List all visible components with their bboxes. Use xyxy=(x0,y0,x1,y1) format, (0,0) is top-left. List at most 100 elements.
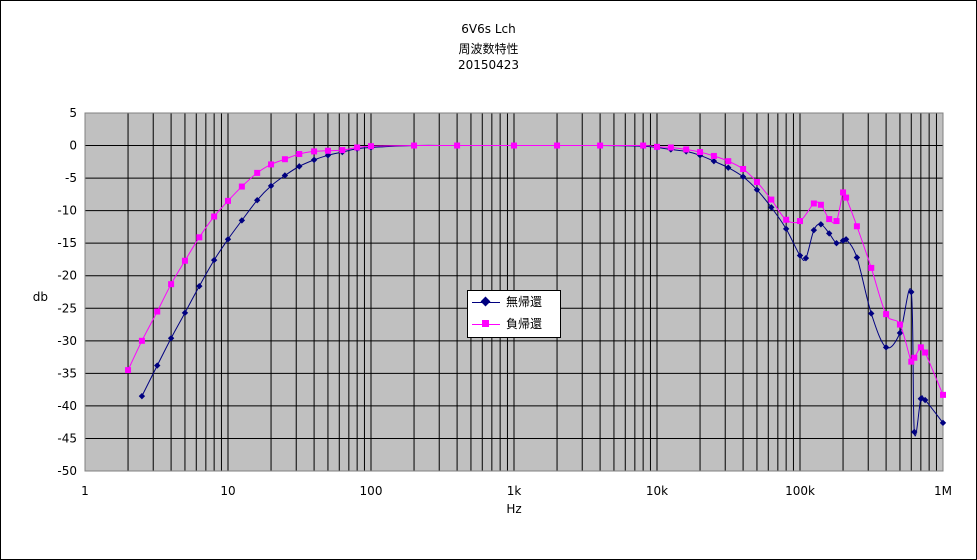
x-tick-label: 10 xyxy=(220,484,235,498)
x-tick-label: 1M xyxy=(934,484,952,498)
data-point-square xyxy=(826,216,833,223)
data-point-square xyxy=(296,151,303,158)
data-point-diamond xyxy=(817,221,825,228)
y-tick-label: -45 xyxy=(57,431,77,445)
x-tick-label: 100k xyxy=(785,484,815,498)
data-point-diamond xyxy=(939,419,947,427)
data-point-square xyxy=(368,143,374,150)
legend-square-marker xyxy=(482,320,489,327)
data-point-square xyxy=(154,308,161,315)
data-point-square xyxy=(797,218,803,225)
data-point-square xyxy=(843,194,850,201)
data-point-square xyxy=(225,197,231,204)
data-point-square xyxy=(853,223,860,230)
data-point-diamond xyxy=(710,157,718,165)
data-point-square xyxy=(181,257,188,264)
data-point-square xyxy=(710,152,717,159)
data-point-diamond xyxy=(696,152,704,159)
data-point-diamond xyxy=(917,395,925,402)
data-point-square xyxy=(281,156,288,163)
data-point-square xyxy=(833,218,840,225)
data-point-diamond xyxy=(896,329,904,337)
data-point-square xyxy=(554,142,561,149)
data-point-square xyxy=(840,189,847,196)
y-tick-label: -30 xyxy=(57,334,77,348)
data-point-diamond xyxy=(796,252,804,259)
data-point-diamond xyxy=(802,254,810,262)
data-point-square xyxy=(138,337,145,344)
data-point-diamond xyxy=(253,197,261,204)
legend: 無帰還 負帰還 xyxy=(467,290,561,338)
data-point-square xyxy=(883,311,890,318)
data-point-diamond xyxy=(238,217,246,224)
data-point-square xyxy=(868,264,875,271)
data-point-diamond xyxy=(210,256,218,264)
data-point-diamond xyxy=(839,237,847,244)
data-point-square xyxy=(339,147,346,154)
data-point-square xyxy=(911,354,918,361)
x-axis-title: Hz xyxy=(506,502,521,516)
y-tick-label: -20 xyxy=(57,269,77,283)
data-point-square xyxy=(725,158,732,165)
data-point-diamond xyxy=(842,236,850,243)
data-point-diamond xyxy=(753,186,761,194)
data-point-diamond xyxy=(725,164,732,171)
data-point-square xyxy=(168,281,175,288)
x-tick-label: 1k xyxy=(507,484,522,498)
data-point-square xyxy=(768,196,775,203)
data-point-square xyxy=(324,147,331,154)
data-point-diamond xyxy=(739,173,747,180)
x-tick-label: 100 xyxy=(360,484,383,498)
data-point-diamond xyxy=(853,254,861,261)
data-point-square xyxy=(810,200,817,207)
data-point-diamond xyxy=(154,362,161,369)
data-point-square xyxy=(196,234,203,241)
data-point-diamond xyxy=(167,335,175,342)
data-point-square xyxy=(354,144,361,151)
data-point-diamond xyxy=(138,392,146,400)
y-tick-label: 0 xyxy=(69,139,77,153)
data-point-square xyxy=(125,367,132,374)
data-point-diamond xyxy=(810,226,818,234)
data-point-diamond xyxy=(768,204,775,211)
y-tick-label: -40 xyxy=(57,399,77,413)
data-point-square xyxy=(753,178,760,185)
data-point-square xyxy=(640,142,647,149)
data-point-square xyxy=(740,165,747,172)
y-tick-label: -10 xyxy=(57,204,77,218)
data-point-diamond xyxy=(224,236,232,243)
data-point-square xyxy=(940,391,946,398)
data-point-square xyxy=(254,169,261,176)
data-point-square xyxy=(817,201,824,208)
data-point-square xyxy=(908,358,915,365)
data-point-square xyxy=(896,321,903,328)
y-tick-label: -15 xyxy=(57,236,77,250)
y-tick-label: 5 xyxy=(69,106,77,120)
data-point-square xyxy=(454,142,461,149)
data-point-diamond xyxy=(296,163,303,170)
data-point-diamond xyxy=(267,182,275,190)
data-point-square xyxy=(667,144,674,151)
data-point-diamond xyxy=(868,310,875,317)
data-point-diamond xyxy=(911,428,918,436)
x-tick-label: 10k xyxy=(646,484,668,498)
data-point-diamond xyxy=(825,230,833,237)
legend-label-no-feedback: 無帰還 xyxy=(506,295,543,309)
chart-title-line-2: 周波数特性 xyxy=(458,42,519,56)
data-point-diamond xyxy=(281,172,289,179)
data-point-square xyxy=(311,148,318,155)
data-point-diamond xyxy=(908,288,915,296)
y-axis-title: db xyxy=(33,290,48,304)
data-point-diamond xyxy=(181,309,189,317)
data-point-square xyxy=(211,213,218,220)
chart-title-line-3: 20150423 xyxy=(457,58,520,72)
data-point-square xyxy=(411,142,418,149)
y-tick-label: -50 xyxy=(57,464,77,478)
x-tick-label: 1 xyxy=(81,484,89,498)
data-point-square xyxy=(511,142,517,149)
y-tick-label: -35 xyxy=(57,366,77,380)
data-point-square xyxy=(697,149,704,156)
data-point-square xyxy=(922,349,929,356)
data-point-square xyxy=(654,143,660,150)
